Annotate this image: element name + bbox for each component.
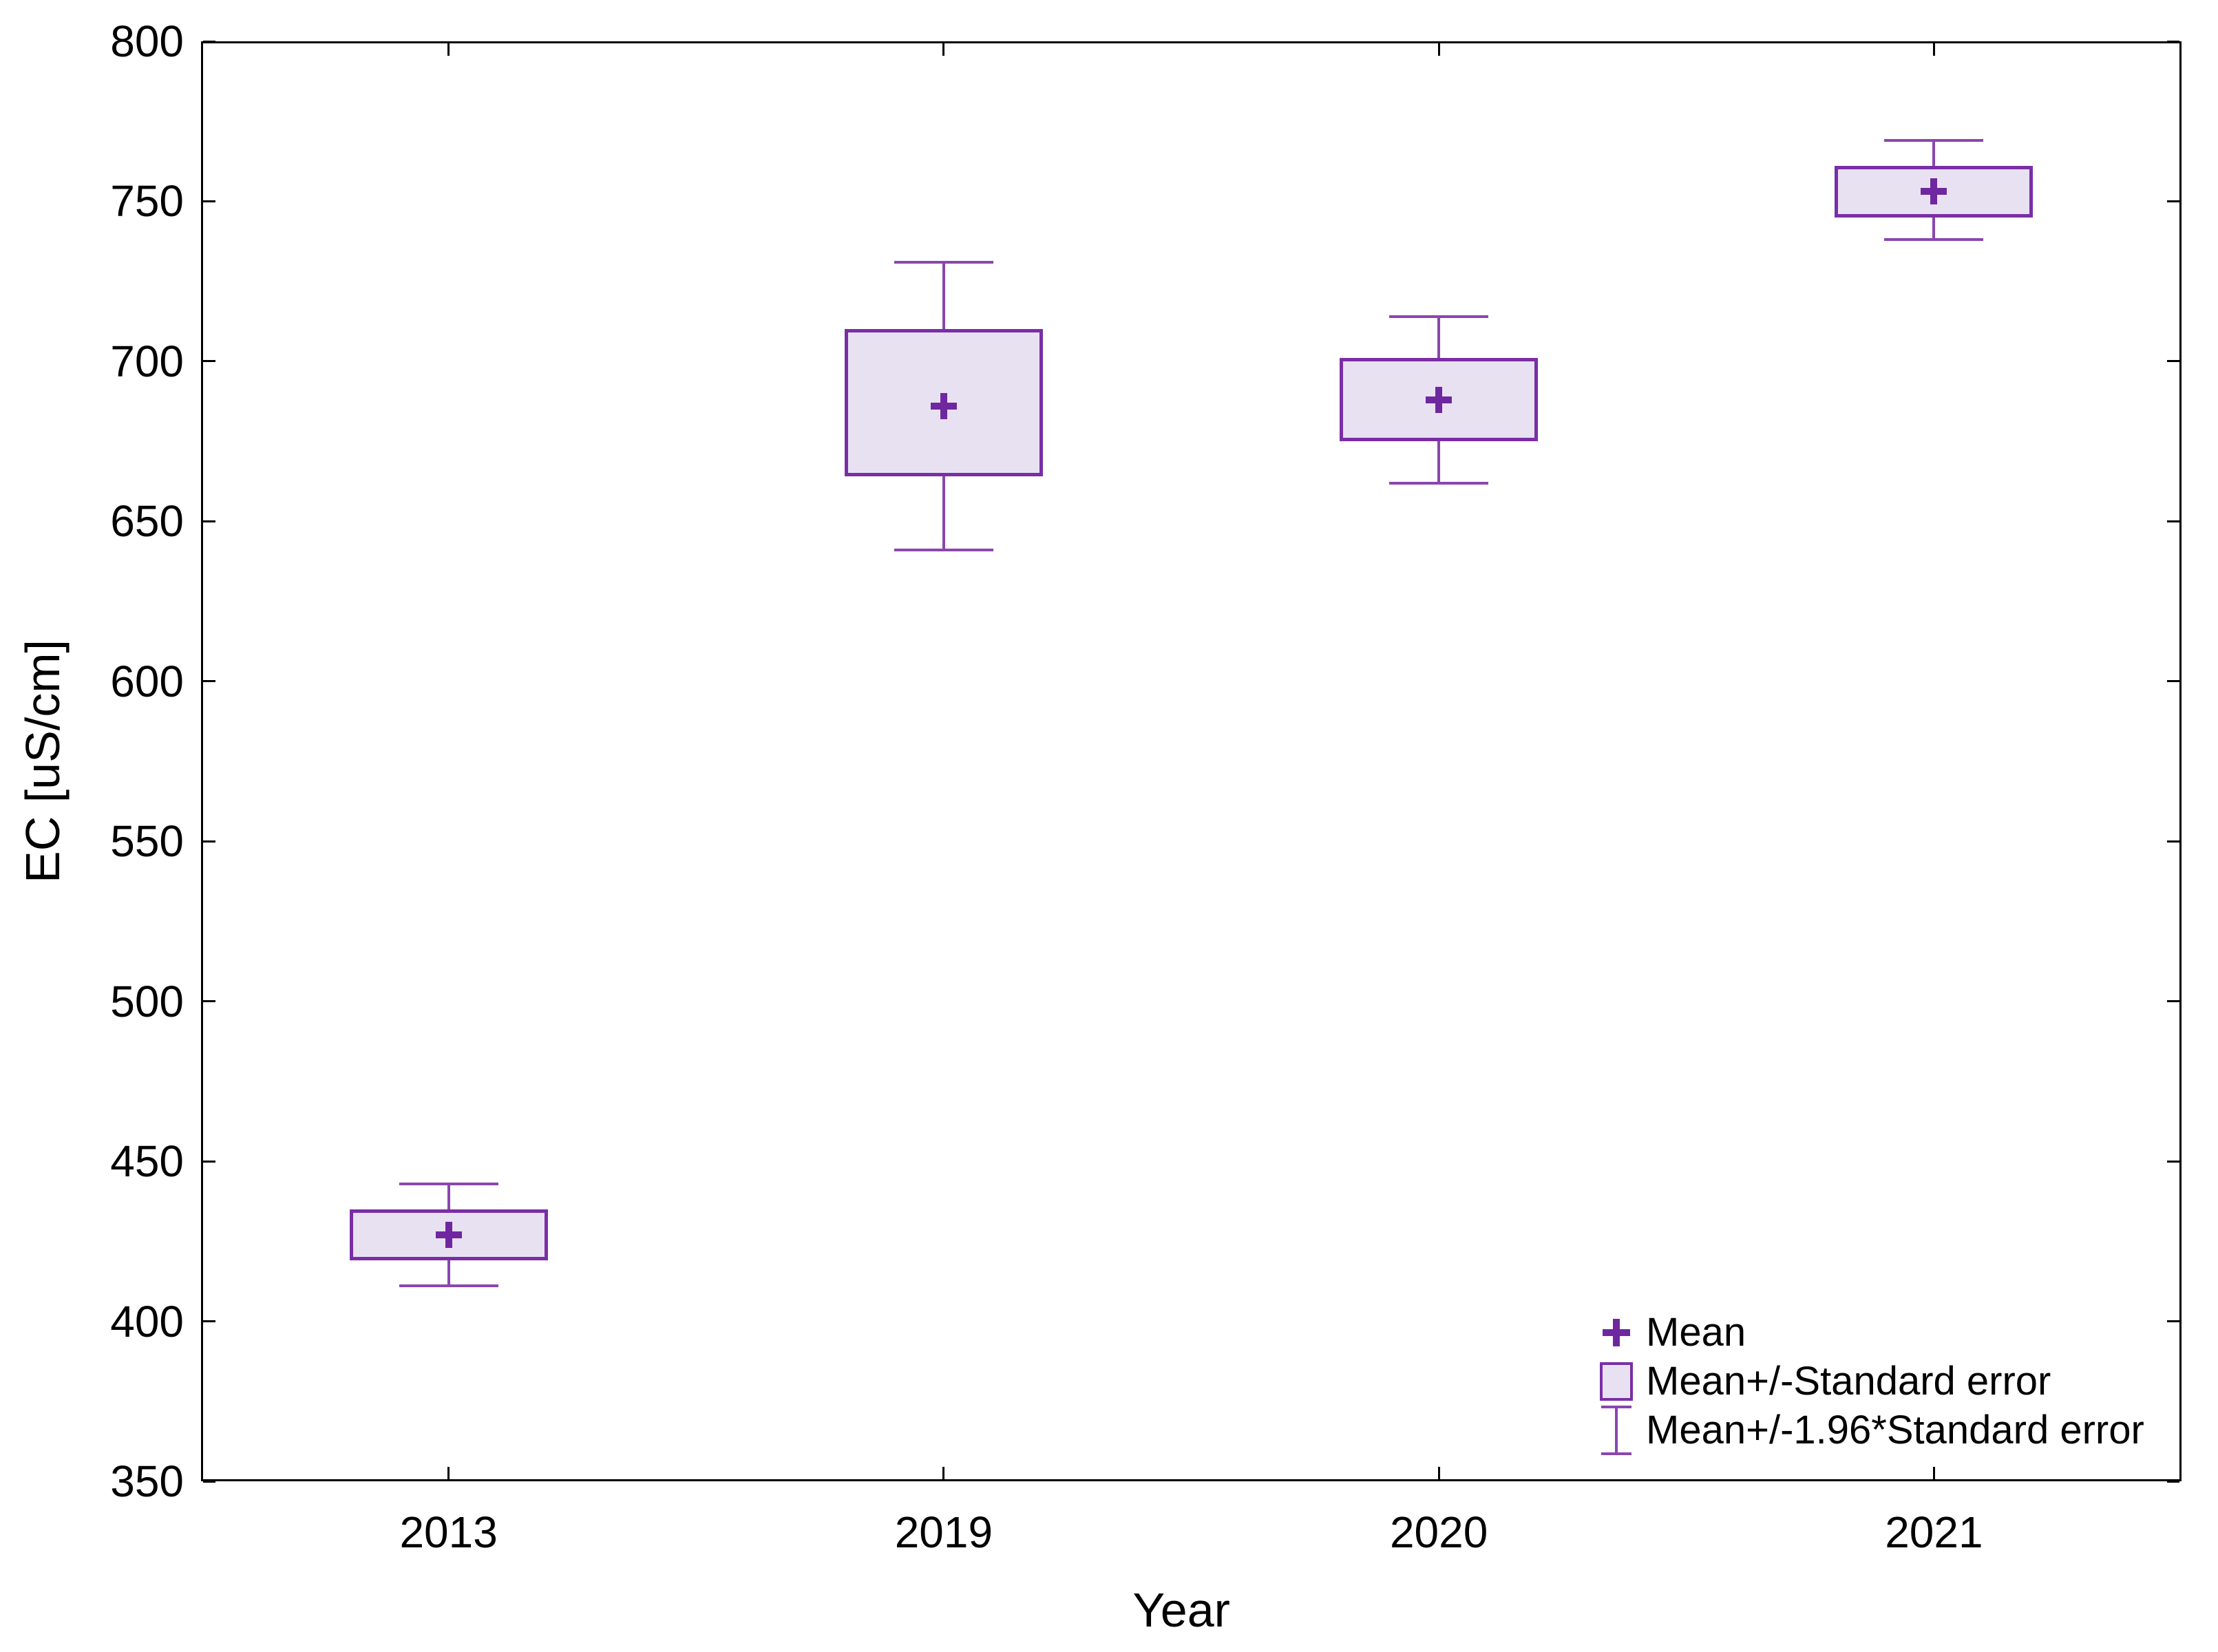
y-tick-left (203, 1160, 215, 1163)
x-tick-top (942, 43, 945, 56)
y-tick-left (203, 200, 215, 202)
legend-item-mean: Mean (1587, 1308, 2193, 1357)
y-tick-label: 500 (110, 976, 184, 1026)
x-tick-top (1437, 43, 1440, 56)
whisker-cap-bottom-2019 (894, 549, 993, 552)
box-swatch-icon (1587, 1362, 1646, 1401)
x-tick-label: 2019 (894, 1507, 993, 1557)
y-tick-right (2167, 680, 2179, 683)
whisker-cap-top-2021 (1884, 139, 1984, 142)
y-tick-label: 350 (110, 1457, 184, 1506)
y-tick-label: 750 (110, 176, 184, 226)
y-tick-left (203, 1320, 215, 1323)
x-tick-label: 2013 (399, 1507, 498, 1557)
whisker-cap-bottom-2020 (1389, 481, 1489, 485)
whisker-cap-top-2019 (894, 260, 993, 264)
whisker-cap-top-2013 (399, 1182, 498, 1185)
whisker-cap-bottom-2021 (1884, 238, 1984, 242)
x-tick-top (447, 43, 450, 56)
legend-label-standard-error: Mean+/-Standard error (1646, 1358, 2051, 1404)
mean-marker-v-2021 (1930, 178, 1938, 205)
legend-label-196-standard-error: Mean+/-1.96*Standard error (1646, 1407, 2144, 1452)
mean-marker-v-2013 (445, 1222, 452, 1249)
y-tick-right (2167, 1000, 2179, 1003)
legend: Mean Mean+/-Standard error Mean+/-1.96*S… (1587, 1308, 2193, 1455)
y-tick-right (2167, 1160, 2179, 1163)
legend-item-196-standard-error: Mean+/-1.96*Standard error (1587, 1405, 2193, 1455)
y-tick-right (2167, 1480, 2179, 1483)
y-tick-left (203, 360, 215, 363)
mean-marker-v-2020 (1435, 386, 1443, 413)
plot-area (201, 41, 2182, 1481)
y-tick-right (2167, 1320, 2179, 1323)
x-tick-bottom (447, 1467, 450, 1479)
y-tick-left (203, 840, 215, 843)
whisker-cap-bottom-2013 (399, 1284, 498, 1288)
y-tick-label: 650 (110, 496, 184, 547)
y-tick-label: 400 (110, 1296, 184, 1346)
y-tick-label: 550 (110, 816, 184, 867)
y-tick-right (2167, 840, 2179, 843)
legend-label-mean: Mean (1646, 1309, 1746, 1355)
x-tick-top (1932, 43, 1935, 56)
x-tick-label: 2020 (1389, 1507, 1488, 1557)
y-tick-left (203, 1000, 215, 1003)
x-tick-bottom (1437, 1467, 1440, 1479)
y-tick-right (2167, 40, 2179, 43)
y-tick-left (203, 1480, 215, 1483)
y-axis-title: EC [uS/cm] (16, 639, 70, 883)
y-tick-label: 800 (110, 17, 184, 66)
legend-item-standard-error: Mean+/-Standard error (1587, 1357, 2193, 1406)
x-tick-label: 2021 (1885, 1507, 1983, 1557)
x-tick-bottom (942, 1467, 945, 1479)
mean-marker-icon (1587, 1318, 1646, 1346)
whisker-swatch-icon (1587, 1405, 1646, 1455)
whisker-cap-top-2020 (1389, 315, 1489, 318)
y-tick-left (203, 520, 215, 522)
se-box-2020 (1340, 358, 1539, 442)
y-tick-right (2167, 200, 2179, 202)
y-tick-left (203, 40, 215, 43)
y-tick-label: 700 (110, 336, 184, 386)
y-tick-label: 450 (110, 1136, 184, 1187)
x-axis-title: Year (1132, 1583, 1230, 1637)
y-tick-right (2167, 360, 2179, 363)
x-tick-bottom (1932, 1467, 1935, 1479)
y-tick-right (2167, 520, 2179, 522)
mean-marker-v-2019 (940, 392, 947, 419)
y-tick-left (203, 680, 215, 683)
y-tick-label: 600 (110, 656, 184, 706)
